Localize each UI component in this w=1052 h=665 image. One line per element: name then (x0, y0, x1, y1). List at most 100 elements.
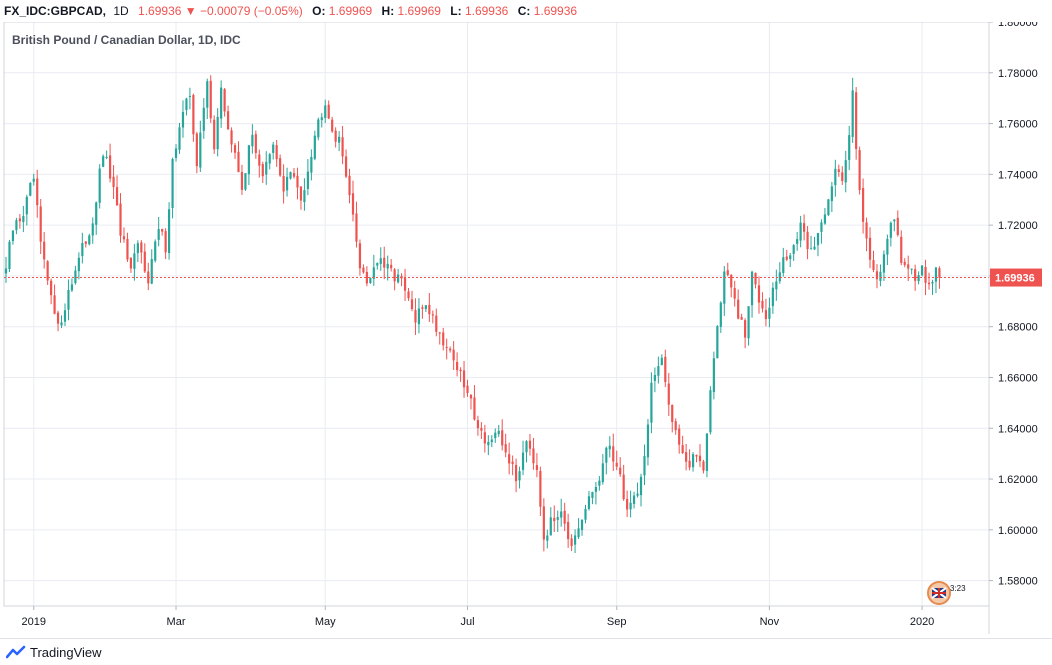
candle-down (671, 404, 674, 423)
low-label: L: (450, 4, 462, 18)
symbol-name[interactable]: FX_IDC:GBPCAD, (4, 4, 107, 18)
y-tick-label: 1.72000 (998, 220, 1038, 232)
candle-down (754, 272, 757, 285)
candle-down (143, 251, 146, 272)
candle-down (744, 320, 747, 338)
candle-down (18, 218, 21, 222)
candle-down (195, 133, 198, 167)
candle-down (334, 130, 337, 142)
candle-down (927, 282, 931, 285)
candle-up (848, 135, 851, 160)
candle-down (761, 300, 764, 309)
y-tick-label: 1.66000 (998, 372, 1038, 384)
candle-down (46, 261, 49, 281)
candle-up (397, 274, 400, 283)
candle-up (782, 257, 785, 273)
candle-down (528, 440, 532, 449)
timeframe-label[interactable]: 1D (113, 4, 129, 18)
candle-down (872, 260, 875, 270)
candle-down (542, 506, 545, 540)
candle-down (362, 267, 365, 273)
candle-up (178, 127, 181, 150)
candle-up (244, 173, 247, 190)
candle-down (296, 175, 299, 188)
candle-up (4, 268, 8, 274)
candle-up (95, 202, 98, 225)
candle-up (577, 528, 580, 538)
candle-up (827, 199, 830, 216)
candle-down (476, 420, 480, 429)
candle-down (626, 499, 629, 510)
candle-down (740, 317, 743, 320)
candle-up (636, 493, 639, 496)
candle-down (619, 467, 622, 475)
candle-down (539, 470, 542, 507)
candle-down (532, 448, 535, 464)
candle-up (206, 81, 209, 108)
y-tick-label: 1.64000 (998, 423, 1038, 435)
candle-up (133, 253, 136, 269)
candle-up (660, 357, 663, 366)
candle-up (934, 267, 938, 282)
candle-up (789, 255, 792, 259)
candle-up (181, 111, 185, 128)
candle-down (695, 455, 698, 457)
candle-down (674, 421, 677, 431)
candle-up (747, 306, 750, 339)
open-label: O: (312, 4, 326, 18)
uk-flag-icon[interactable]: 3:23 (926, 579, 966, 607)
badge-text: 3:23 (950, 584, 966, 593)
candle-up (657, 366, 660, 376)
candle-up (716, 326, 719, 359)
candle-down (678, 428, 681, 445)
candle-down (737, 299, 740, 319)
candle-up (167, 209, 171, 253)
candle-down (445, 346, 448, 348)
plot-area-border (3, 22, 990, 607)
price-chart[interactable]: British Pound / Canadian Dollar, 1D, IDC… (0, 22, 1052, 634)
candle-down (504, 444, 507, 453)
candle-up (15, 220, 18, 231)
candle-up (306, 171, 309, 189)
candle-up (594, 486, 597, 492)
candle-down (903, 261, 906, 265)
candle-down (410, 299, 414, 310)
candle-up (646, 424, 650, 458)
candle-down (115, 187, 119, 206)
candle-down (567, 521, 570, 540)
candle-down (452, 349, 455, 361)
price-axis[interactable]: 1.800001.780001.760001.740001.720001.700… (989, 22, 1038, 588)
high-label: H: (381, 4, 395, 18)
candle-up (11, 230, 15, 242)
candle-up (154, 241, 157, 261)
candle-up (22, 216, 25, 223)
candle-down (938, 268, 941, 278)
candle-down (900, 236, 903, 263)
candle-down (341, 137, 344, 157)
y-tick-label: 1.78000 (998, 68, 1038, 80)
candle-up (376, 263, 379, 266)
candle-up (823, 214, 827, 224)
candle-up (712, 358, 715, 393)
candle-down (681, 445, 684, 454)
tradingview-logo[interactable]: TradingView (6, 645, 102, 661)
close-label: C: (517, 4, 531, 18)
candle-down (112, 176, 115, 188)
candlestick-series (4, 75, 941, 554)
x-tick-label: 2020 (910, 616, 934, 628)
candle-down (240, 171, 244, 190)
candle-down (837, 169, 840, 172)
brand-name: TradingView (30, 645, 102, 660)
y-tick-label: 1.76000 (998, 119, 1038, 131)
candle-up (379, 258, 382, 264)
candle-up (605, 447, 608, 463)
candle-down (383, 257, 386, 268)
time-axis[interactable]: 2019 Mar May Jul Sep Nov 2020 (22, 606, 935, 628)
candle-up (598, 480, 601, 486)
candle-down (622, 474, 625, 500)
candle-down (442, 332, 445, 346)
candle-up (265, 161, 268, 175)
x-tick-label: Mar (167, 616, 186, 628)
candle-down (480, 427, 483, 431)
candle-down (435, 315, 438, 332)
